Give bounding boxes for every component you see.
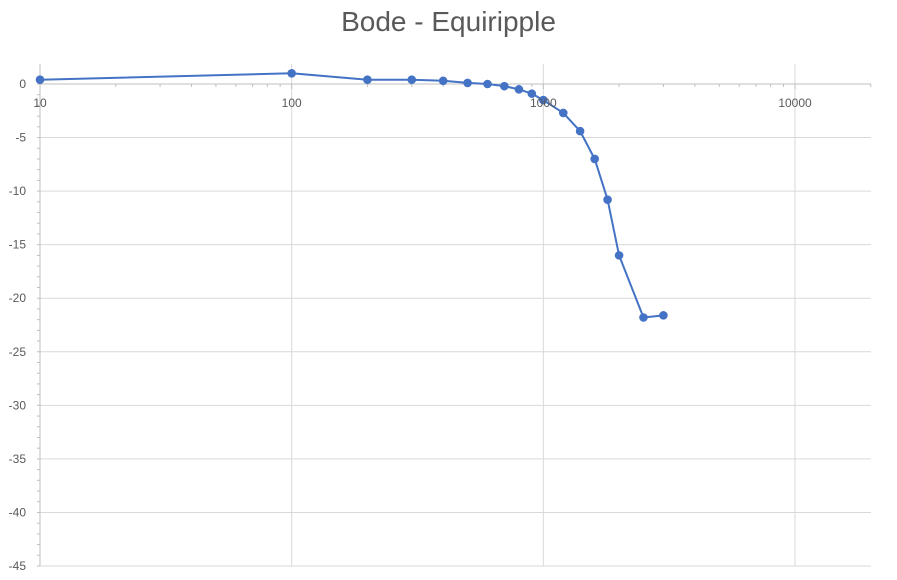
y-tick-label: -5 (15, 131, 26, 145)
data-point (639, 313, 648, 322)
x-tick-label: 100 (282, 96, 302, 110)
data-point (287, 68, 296, 78)
data-point (438, 76, 448, 86)
x-tick-label: 10000 (778, 96, 812, 110)
x-tick-label: 10 (33, 96, 47, 110)
y-tick-label: -45 (9, 559, 27, 573)
data-point (35, 75, 45, 85)
y-tick-label: -10 (9, 184, 27, 198)
series-layer (35, 68, 668, 322)
data-point (407, 75, 417, 85)
data-point (363, 75, 372, 85)
data-point (659, 311, 668, 320)
y-tick-label: -35 (9, 452, 27, 466)
y-tick-label: 0 (19, 77, 26, 91)
data-point (463, 78, 472, 88)
data-point (603, 195, 612, 204)
label-layer: 0 -5 -10 -15 -20 -25 -30 -35 -40 -45 10 100 1000 1000… (9, 77, 812, 573)
data-point (539, 95, 548, 105)
y-tick-label: -25 (9, 345, 27, 359)
y-tick-label: -15 (9, 238, 27, 252)
data-point (614, 251, 624, 260)
data-point (558, 108, 568, 118)
data-point (500, 81, 509, 91)
y-tick-label: -30 (9, 398, 27, 412)
data-point (514, 85, 524, 94)
y-tick-label: -40 (9, 505, 27, 519)
axis-layer (37, 64, 872, 567)
data-point (527, 89, 537, 98)
data-point (483, 79, 492, 89)
chart-title: Bode - Equiripple (341, 6, 556, 37)
series-line (39, 72, 664, 319)
data-point (590, 154, 600, 164)
y-tick-label: -20 (9, 291, 27, 305)
data-point (575, 126, 585, 136)
grid-layer (40, 64, 871, 567)
x-tick-label: 1000 (530, 96, 557, 110)
